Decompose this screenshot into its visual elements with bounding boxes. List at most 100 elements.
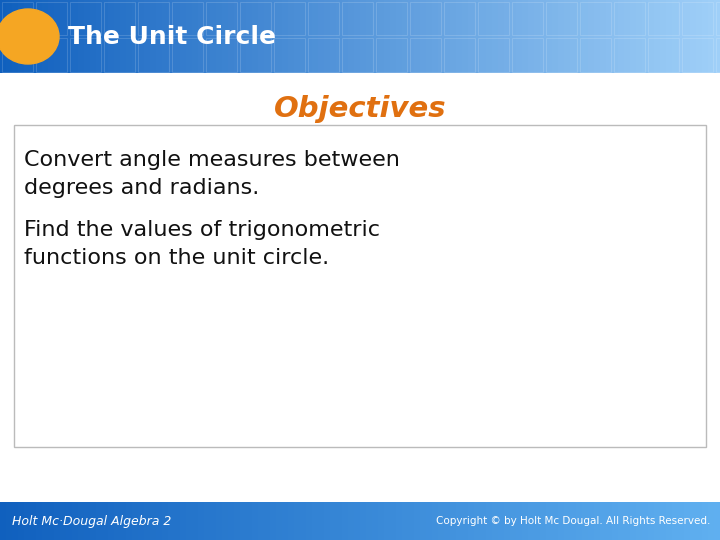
Bar (30, 502, 37, 540)
Bar (450, 502, 457, 540)
Bar (54, 502, 61, 540)
Bar (180, 502, 187, 540)
Bar (690, 502, 697, 540)
Bar (682, 38, 713, 71)
Bar (70, 2, 101, 35)
Bar (492, 502, 499, 540)
Bar (24, 502, 31, 540)
Bar (192, 0, 199, 73)
Text: Copyright © by Holt Mc Dougal. All Rights Reserved.: Copyright © by Holt Mc Dougal. All Right… (436, 516, 710, 526)
Bar (600, 502, 607, 540)
Bar (307, 2, 338, 35)
Bar (162, 502, 169, 540)
Bar (660, 502, 667, 540)
Bar (174, 0, 181, 73)
Bar (72, 502, 79, 540)
Bar (35, 38, 66, 71)
Bar (522, 0, 529, 73)
Bar (462, 502, 469, 540)
Bar (216, 0, 223, 73)
Bar (126, 502, 133, 540)
Bar (306, 502, 313, 540)
Bar (402, 502, 409, 540)
Bar (114, 502, 121, 540)
Bar (376, 38, 407, 71)
Bar (678, 502, 685, 540)
Bar (138, 0, 145, 73)
Bar (468, 502, 475, 540)
Bar (274, 38, 305, 71)
Bar (12, 502, 19, 540)
Bar (240, 502, 247, 540)
Bar (144, 0, 151, 73)
Bar (480, 502, 487, 540)
Bar (36, 502, 43, 540)
Bar (702, 502, 709, 540)
Bar (511, 2, 542, 35)
Bar (432, 0, 439, 73)
Bar (270, 502, 277, 540)
Bar (564, 0, 571, 73)
Bar (240, 0, 247, 73)
Bar (1, 38, 32, 71)
Bar (108, 502, 115, 540)
Bar (570, 502, 577, 540)
Bar (612, 0, 619, 73)
Bar (96, 502, 103, 540)
Bar (666, 502, 673, 540)
Bar (444, 0, 451, 73)
Bar (552, 502, 559, 540)
Bar (150, 502, 157, 540)
Bar (528, 502, 535, 540)
Bar (132, 0, 139, 73)
Bar (534, 0, 541, 73)
Bar (516, 0, 523, 73)
Bar (336, 502, 343, 540)
Bar (642, 502, 649, 540)
Bar (108, 0, 115, 73)
Bar (70, 38, 101, 71)
Bar (378, 0, 385, 73)
Bar (180, 0, 187, 73)
Bar (522, 502, 529, 540)
Bar (708, 0, 715, 73)
Bar (420, 502, 427, 540)
Bar (342, 0, 349, 73)
Bar (498, 0, 505, 73)
Bar (378, 502, 385, 540)
Bar (276, 0, 283, 73)
Bar (702, 0, 709, 73)
Bar (324, 502, 331, 540)
Bar (510, 0, 517, 73)
Bar (240, 2, 271, 35)
Bar (613, 38, 644, 71)
Bar (558, 0, 565, 73)
Bar (540, 0, 547, 73)
Bar (546, 0, 553, 73)
Bar (336, 0, 343, 73)
Bar (341, 2, 372, 35)
Bar (205, 2, 236, 35)
Bar (306, 0, 313, 73)
Bar (606, 502, 613, 540)
Bar (594, 0, 601, 73)
Bar (104, 2, 135, 35)
Bar (576, 502, 583, 540)
Bar (102, 0, 109, 73)
Bar (504, 502, 511, 540)
Text: Find the values of trigonometric: Find the values of trigonometric (24, 220, 380, 240)
Bar (138, 38, 168, 71)
Bar (624, 0, 631, 73)
Bar (444, 2, 474, 35)
Bar (132, 502, 139, 540)
Bar (150, 0, 157, 73)
Bar (240, 38, 271, 71)
Text: functions on the unit circle.: functions on the unit circle. (24, 248, 329, 268)
Bar (102, 502, 109, 540)
Bar (486, 502, 493, 540)
Bar (618, 502, 625, 540)
Bar (156, 0, 163, 73)
Bar (546, 2, 577, 35)
Bar (716, 38, 720, 71)
Bar (613, 2, 644, 35)
